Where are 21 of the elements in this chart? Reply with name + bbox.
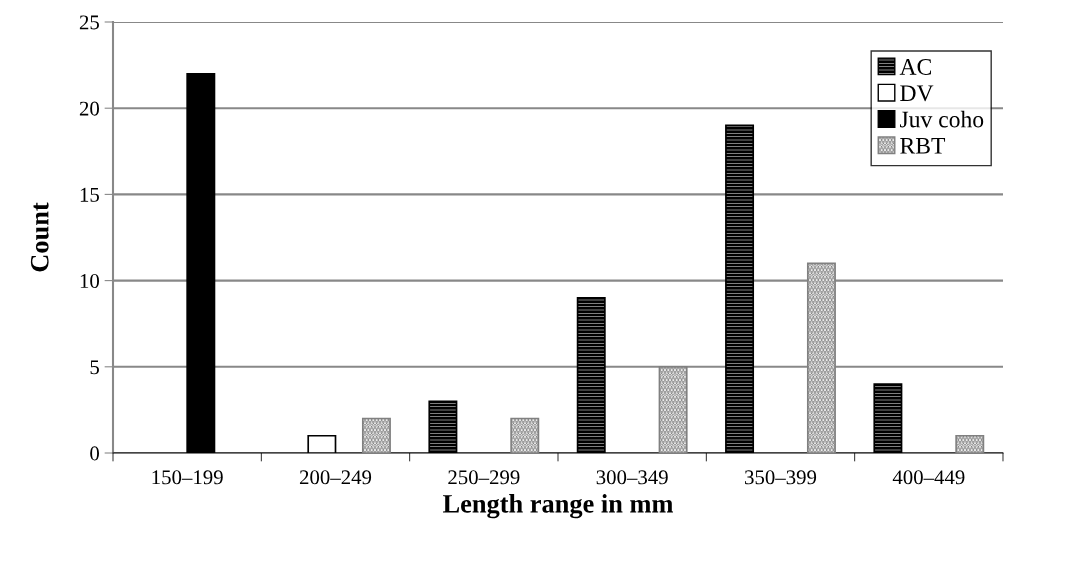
legend-label: RBT (900, 138, 946, 154)
x-axis-title: Length range in mm (443, 494, 673, 519)
x-tick-label: 150–199 (152, 470, 223, 485)
x-tick-label: 400–449 (892, 470, 965, 485)
x-tick-label: 350–399 (745, 470, 817, 485)
y-tick-label: 0 (90, 446, 100, 461)
y-tick-label: 15 (80, 187, 99, 202)
y-tick-label: 25 (79, 15, 99, 30)
legend-label: AC (899, 59, 932, 75)
y-tick-label: 10 (80, 273, 100, 289)
x-tick-label: 300–349 (596, 470, 668, 485)
bar (955, 434, 985, 453)
bar (361, 417, 391, 453)
y-axis-title: Count (30, 202, 49, 272)
y-tick-label: 20 (79, 101, 100, 116)
legend-label: Juv coho (900, 110, 984, 128)
x-tick-label: 250–299 (448, 470, 520, 485)
x-tick-label: 200–249 (299, 470, 372, 485)
bar (510, 417, 540, 453)
y-tick-label: 5 (90, 360, 99, 375)
legend-label: DV (900, 85, 934, 102)
